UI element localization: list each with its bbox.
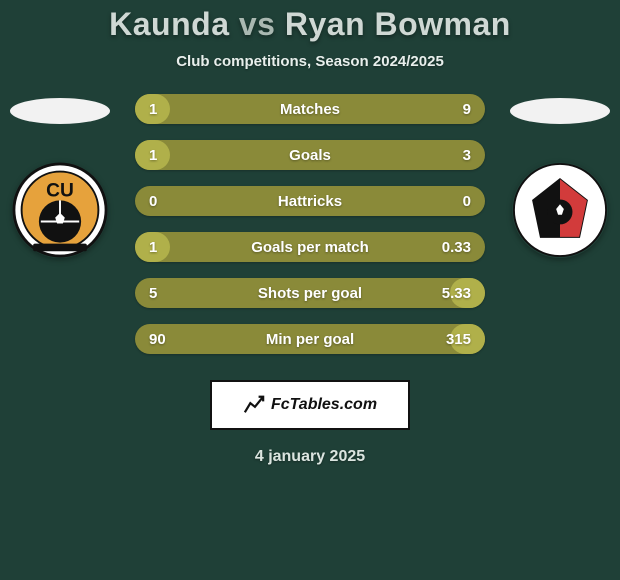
crest-left-label: CU [46, 181, 74, 202]
stat-row: 0 Hattricks 0 [135, 186, 485, 216]
stat-value-a: 1 [149, 147, 157, 164]
stat-label: Matches [280, 101, 340, 118]
stat-value-a: 1 [149, 239, 157, 256]
stat-value-a: 5 [149, 285, 157, 302]
brand-badge[interactable]: FcTables.com [210, 380, 410, 430]
chart-icon [243, 394, 265, 416]
stat-row: 1 Goals per match 0.33 [135, 232, 485, 262]
stat-label: Goals per match [251, 239, 369, 256]
club-crest-right-icon [512, 162, 608, 258]
stat-label: Hattricks [278, 193, 342, 210]
player-b-club-crest [512, 162, 608, 258]
stat-value-b: 0 [463, 193, 471, 210]
player-b-silhouette [510, 98, 610, 124]
stat-value-b: 315 [446, 331, 471, 348]
comparison-card: Kaunda vs Ryan Bowman Club competitions,… [0, 0, 620, 580]
content-area: CU 1 Matches 9 1 Goals 3 0 Hattricks 0 1 Goals [0, 94, 620, 354]
stat-value-b: 5.33 [442, 285, 471, 302]
right-side-column [500, 94, 620, 258]
brand-text: FcTables.com [271, 396, 377, 414]
snapshot-date: 4 january 2025 [0, 448, 620, 466]
stat-label: Shots per goal [258, 285, 362, 302]
stat-label: Goals [289, 147, 331, 164]
stat-value-a: 90 [149, 331, 166, 348]
stats-list: 1 Matches 9 1 Goals 3 0 Hattricks 0 1 Goals per ma… [135, 94, 485, 354]
stat-row: 5 Shots per goal 5.33 [135, 278, 485, 308]
stat-value-b: 0.33 [442, 239, 471, 256]
stat-value-b: 9 [463, 101, 471, 118]
stat-value-a: 0 [149, 193, 157, 210]
club-crest-left-icon: CU [12, 162, 108, 258]
stat-label: Min per goal [266, 331, 354, 348]
stat-row: 90 Min per goal 315 [135, 324, 485, 354]
subtitle: Club competitions, Season 2024/2025 [0, 53, 620, 70]
player-a-name: Kaunda [109, 6, 229, 42]
stat-row: 1 Matches 9 [135, 94, 485, 124]
player-a-silhouette [10, 98, 110, 124]
player-b-name: Ryan Bowman [285, 6, 511, 42]
page-title: Kaunda vs Ryan Bowman [0, 6, 620, 43]
vs-label: vs [239, 6, 276, 42]
stat-row: 1 Goals 3 [135, 140, 485, 170]
left-side-column: CU [0, 94, 120, 258]
player-a-club-crest: CU [12, 162, 108, 258]
stat-value-b: 3 [463, 147, 471, 164]
stat-value-a: 1 [149, 101, 157, 118]
